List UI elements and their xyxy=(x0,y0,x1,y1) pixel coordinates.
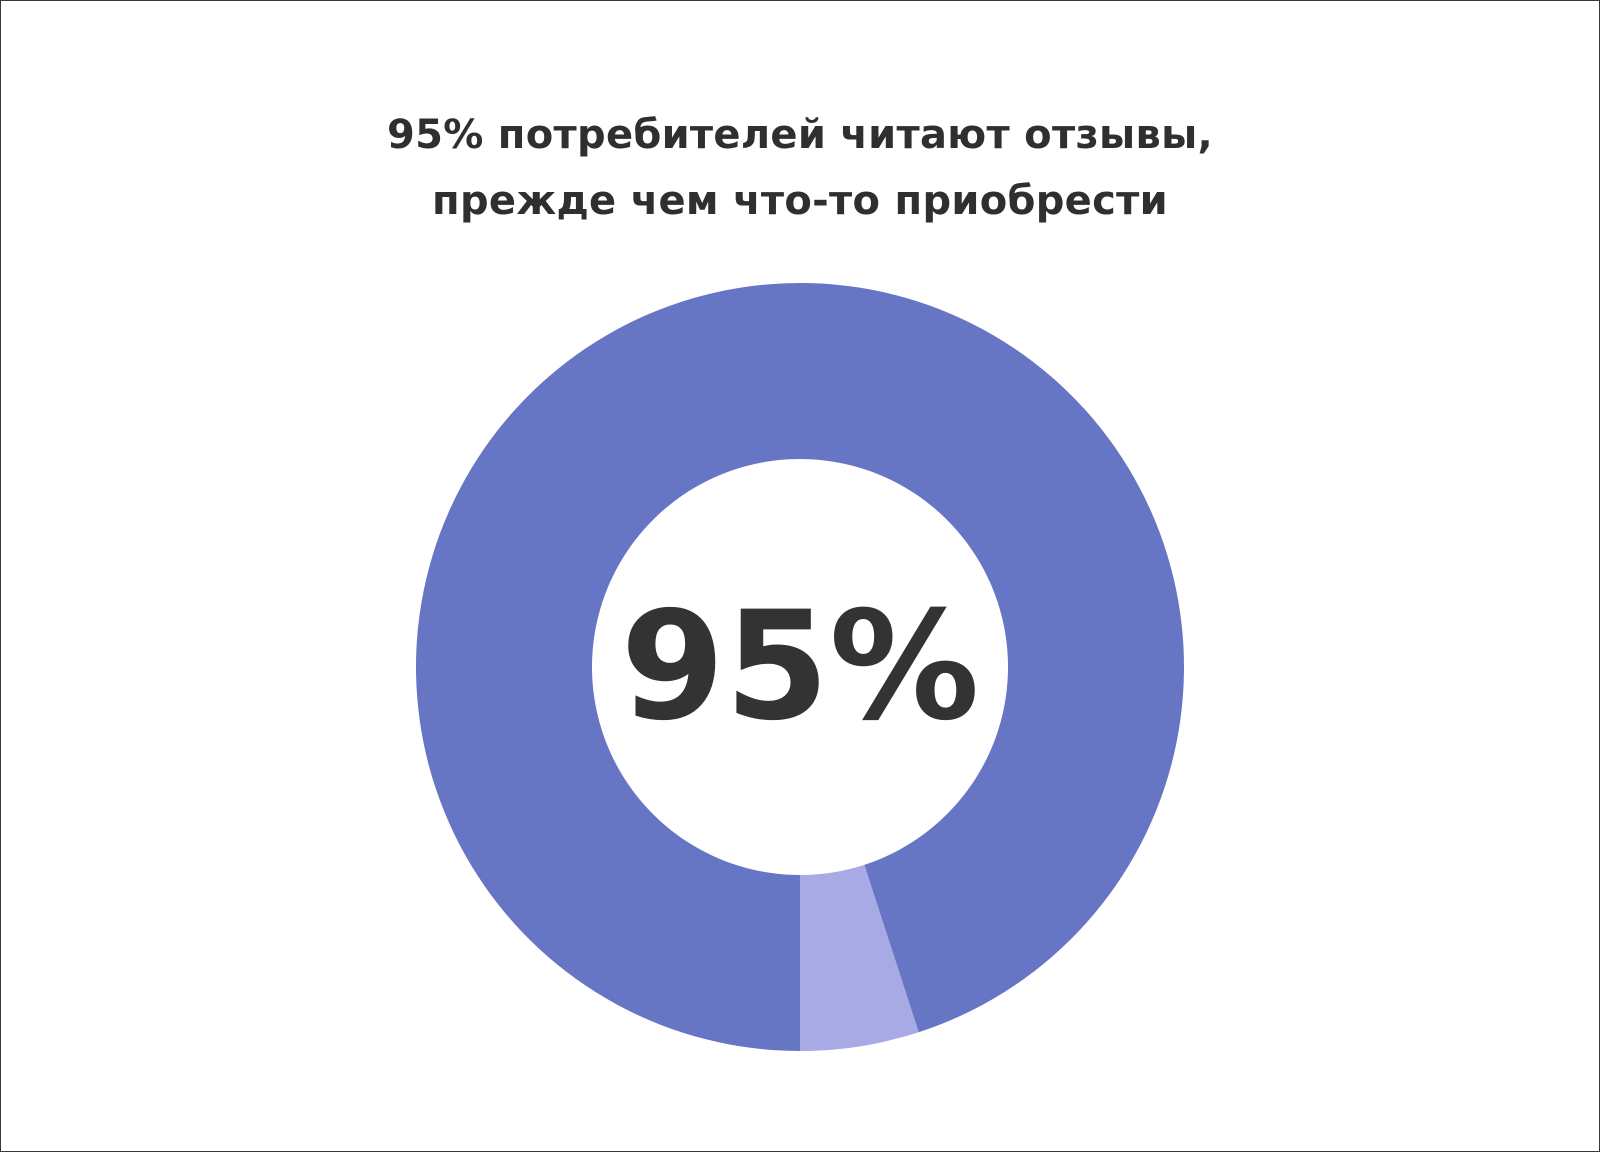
donut-slice-1 xyxy=(416,283,1185,1051)
chart-title-line-1: 95% потребителей читают отзывы, xyxy=(386,112,1214,158)
donut-slices xyxy=(416,283,1185,1051)
chart-title: 95% потребителей читают отзывы, прежде ч… xyxy=(0,102,1600,234)
donut-slice-2 xyxy=(800,864,919,1051)
chart-title-line-2: прежде чем что-то приобрести xyxy=(432,178,1168,224)
donut-center-label: 95% xyxy=(620,580,979,754)
